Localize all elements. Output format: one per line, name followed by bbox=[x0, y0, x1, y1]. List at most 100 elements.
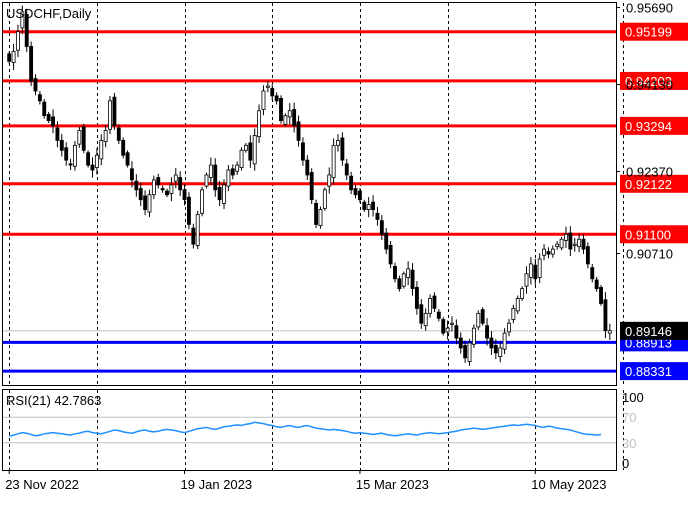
candle-body bbox=[130, 168, 134, 181]
candle-body bbox=[182, 189, 187, 201]
candle-body bbox=[222, 184, 226, 204]
candle-body bbox=[471, 327, 476, 345]
level-label: 0.95199 bbox=[625, 25, 672, 40]
candle-body bbox=[160, 188, 165, 191]
candle-body bbox=[441, 319, 446, 334]
candle-body bbox=[555, 243, 560, 248]
candle-body bbox=[24, 13, 29, 47]
candle-body bbox=[73, 144, 77, 167]
candle-body bbox=[340, 137, 345, 161]
candle-body bbox=[476, 312, 481, 328]
candle-body bbox=[436, 311, 441, 319]
candle-body bbox=[423, 312, 428, 327]
candle-body bbox=[384, 232, 389, 250]
grid-layer bbox=[9, 3, 624, 470]
candle-body bbox=[300, 142, 305, 161]
time-tick-label: 19 Jan 2023 bbox=[181, 477, 253, 492]
candle-body bbox=[572, 243, 577, 246]
level-label: 0.92122 bbox=[625, 177, 672, 192]
candle-body bbox=[401, 273, 406, 287]
candle-body bbox=[94, 154, 99, 168]
rsi-scale-bottom-label: 0 bbox=[622, 456, 629, 471]
candle-body bbox=[151, 179, 156, 196]
candle-body bbox=[33, 78, 38, 92]
candle-body bbox=[235, 164, 240, 172]
candle-body bbox=[467, 342, 472, 362]
candle-body bbox=[125, 152, 130, 166]
candle-body bbox=[243, 144, 248, 151]
candle-body bbox=[248, 142, 253, 161]
candle-body bbox=[165, 190, 169, 196]
candle-body bbox=[173, 174, 178, 182]
candle-body bbox=[410, 269, 415, 290]
candle-body bbox=[502, 332, 507, 350]
main-pane-frame bbox=[2, 2, 617, 386]
candle-body bbox=[200, 189, 205, 214]
level-label-bg bbox=[620, 174, 688, 193]
candle-body bbox=[414, 286, 419, 309]
candle-body bbox=[537, 258, 542, 278]
candle-body bbox=[195, 214, 200, 246]
candle-body bbox=[103, 130, 108, 143]
price-tick-label: 0.92370 bbox=[626, 165, 673, 180]
level-label: 0.93294 bbox=[625, 119, 672, 134]
candle-body bbox=[507, 322, 511, 333]
candle-body bbox=[261, 90, 266, 110]
candle-body bbox=[143, 195, 148, 210]
candle-body bbox=[217, 186, 222, 201]
last-price-label: 0.89146 bbox=[625, 324, 672, 339]
level-label: 0.88331 bbox=[625, 364, 672, 379]
candle-body bbox=[204, 174, 209, 187]
candle-body bbox=[270, 88, 275, 97]
candle-body bbox=[112, 96, 117, 126]
candle-body bbox=[252, 135, 257, 165]
candle-body bbox=[239, 149, 244, 168]
candle-body bbox=[156, 177, 161, 186]
candle-body bbox=[147, 194, 152, 213]
candle-body bbox=[357, 190, 362, 201]
candle-body bbox=[550, 248, 555, 255]
candle-body bbox=[42, 101, 47, 117]
candle-body bbox=[603, 299, 608, 332]
level-label: 0.91100 bbox=[625, 227, 671, 242]
candle-body bbox=[485, 325, 489, 339]
candle-body bbox=[568, 232, 573, 250]
candle-body bbox=[489, 337, 494, 349]
candle-body bbox=[406, 268, 411, 278]
candle-body bbox=[208, 164, 213, 178]
candle-body bbox=[213, 164, 218, 191]
candle-body bbox=[226, 169, 231, 187]
price-tick-label: 0.90710 bbox=[626, 247, 673, 262]
rsi-line bbox=[8, 421, 602, 438]
candle-body bbox=[379, 220, 384, 235]
candle-body bbox=[134, 180, 139, 191]
candle-body bbox=[353, 188, 358, 196]
candle-body bbox=[388, 244, 393, 265]
last-price-label-bg bbox=[620, 321, 688, 340]
candle-body bbox=[90, 164, 95, 171]
axis-layer: 0.95690 0.94130 0.92370 0.90710 23 Nov 2022 1… bbox=[5, 0, 673, 492]
candle-body bbox=[99, 139, 104, 160]
candle-body bbox=[432, 295, 437, 309]
candle-body bbox=[331, 144, 336, 178]
candle-body bbox=[542, 248, 546, 256]
candle-body bbox=[344, 163, 349, 176]
level-label-bg bbox=[620, 225, 688, 244]
candle-body bbox=[283, 115, 288, 125]
candle-body bbox=[230, 168, 235, 176]
candle-body bbox=[419, 304, 424, 324]
candle-body bbox=[594, 279, 599, 290]
level-label-bg bbox=[620, 22, 688, 41]
candle-body bbox=[511, 308, 516, 320]
candle-body bbox=[265, 85, 270, 88]
candle-body bbox=[16, 31, 20, 51]
candle-body bbox=[559, 238, 564, 249]
candle-body bbox=[29, 46, 34, 82]
candle-body bbox=[585, 246, 590, 265]
candle-body bbox=[322, 189, 327, 209]
candle-body bbox=[393, 265, 397, 280]
rsi-layer: 70 30 100 0 bbox=[3, 390, 644, 471]
candle-body bbox=[463, 345, 468, 359]
candle-body bbox=[445, 327, 450, 333]
